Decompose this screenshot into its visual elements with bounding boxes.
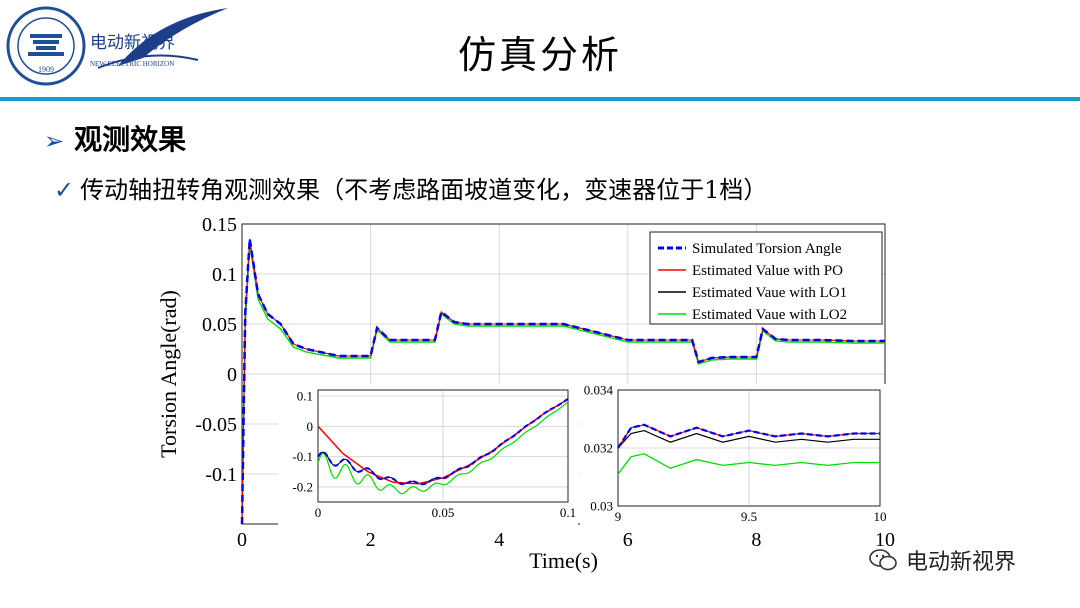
- x-tick-label: 10: [874, 509, 887, 524]
- x-tick-label: 2: [366, 529, 376, 551]
- wechat-icon: [869, 549, 897, 571]
- y-tick-label: 0.03: [590, 499, 613, 514]
- svg-text:1909: 1909: [38, 65, 54, 74]
- x-tick-label: 0.05: [432, 505, 455, 520]
- inset-series-simulated-line: [317, 398, 569, 486]
- watermark: 电动新视界: [868, 544, 1016, 576]
- x-axis-label: Time(s): [529, 548, 598, 573]
- y-tick-label: 0: [227, 364, 237, 386]
- legend-label: Simulated Torsion Angle: [692, 241, 842, 257]
- section-heading: ➢ 观测效果: [44, 118, 186, 158]
- x-tick-label: 0.1: [560, 505, 576, 520]
- y-axis-label: Torsion Angle(rad): [156, 290, 181, 458]
- watermark-text: 电动新视界: [906, 550, 1017, 575]
- brand-logo: 电动新视界 NEW ELECTRIC HORIZON: [90, 8, 228, 69]
- section-subheading-text: 传动轴扭转角观测效果（不考虑路面坡道变化，变速器位于1档）: [80, 176, 768, 204]
- x-tick-label: 8: [751, 529, 761, 551]
- inset-series-lo2-line: [617, 453, 880, 475]
- svg-text:电动新视界: 电动新视界: [90, 33, 175, 52]
- x-tick-label: 0: [237, 529, 247, 551]
- inset-series-po-line: [617, 424, 880, 449]
- series-simulated-line: [240, 238, 885, 525]
- x-tick-label: 4: [494, 529, 504, 551]
- y-tick-label: 0.05: [202, 314, 237, 336]
- x-tick-label: 0: [315, 505, 322, 520]
- y-tick-label: 0.032: [584, 441, 613, 456]
- y-tick-label: -0.1: [292, 449, 313, 464]
- section-heading-text: 观测效果: [74, 123, 187, 156]
- legend-label: Estimated Vaue with LO1: [692, 285, 847, 301]
- legend-label: Estimated Value with PO: [692, 263, 843, 279]
- chart-legend: Simulated Torsion Angle Estimated Value w…: [649, 231, 883, 325]
- plot-frame: [317, 389, 569, 503]
- torsion-angle-chart: 0 2 4 6 8 10 0.15 0.1 0.05 0 -0.05 -0.1 Time(s) Torsi…: [156, 214, 895, 573]
- x-tick-label: 9: [615, 509, 622, 524]
- x-tick-label: 9.5: [741, 509, 757, 524]
- y-tick-label: 0: [307, 419, 314, 434]
- inset-series-lo1-line: [617, 429, 880, 449]
- university-seal-logo: 1909: [6, 6, 86, 86]
- x-tick-label: 10: [875, 529, 895, 551]
- y-tick-label: -0.05: [195, 414, 237, 436]
- y-tick-label: -0.1: [205, 464, 237, 486]
- section-subheading: ✓ 传动轴扭转角观测效果（不考虑路面坡道变化，变速器位于1档）: [54, 170, 767, 205]
- inset-plot-end: 9 9.5 10 0.034 0.032 0.03: [580, 383, 890, 532]
- y-tick-label: 0.034: [584, 383, 614, 398]
- y-tick-label: 0.15: [202, 214, 237, 236]
- x-tick-label: 6: [623, 529, 633, 551]
- y-tick-label: 0.1: [212, 264, 237, 286]
- legend-box: [649, 231, 883, 325]
- y-tick-label: -0.2: [292, 479, 313, 494]
- header-divider: [0, 97, 1080, 101]
- inset-series-lo2-line: [317, 401, 569, 495]
- arrow-right-icon: ➢: [44, 127, 65, 155]
- svg-text:NEW ELECTRIC HORIZON: NEW ELECTRIC HORIZON: [90, 60, 174, 68]
- y-tick-label: 0.1: [297, 389, 313, 404]
- inset-plot-start: 0 0.05 0.1 0.1 0 -0.1 -0.2: [278, 384, 578, 532]
- checkmark-icon: ✓: [54, 176, 75, 204]
- legend-label: Estimated Vaue with LO2: [692, 307, 847, 323]
- page-title: 仿真分析: [457, 33, 622, 77]
